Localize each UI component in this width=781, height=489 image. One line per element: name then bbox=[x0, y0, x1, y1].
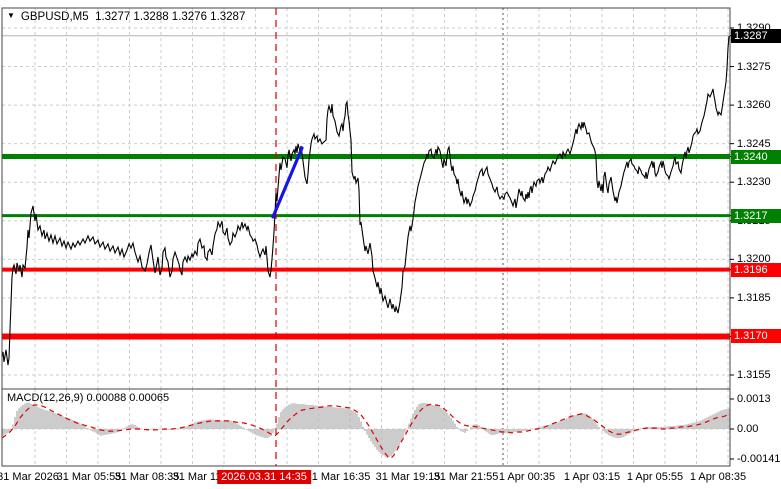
time-axis[interactable] bbox=[0, 467, 781, 489]
main-panel-border bbox=[1, 7, 731, 390]
macd-histogram bbox=[2, 402, 730, 459]
macd-panel-border bbox=[1, 388, 731, 467]
price-line bbox=[1, 35, 730, 366]
macd-signal-line bbox=[1, 403, 730, 459]
trendline[interactable] bbox=[271, 146, 304, 219]
price-axis[interactable] bbox=[730, 0, 781, 489]
